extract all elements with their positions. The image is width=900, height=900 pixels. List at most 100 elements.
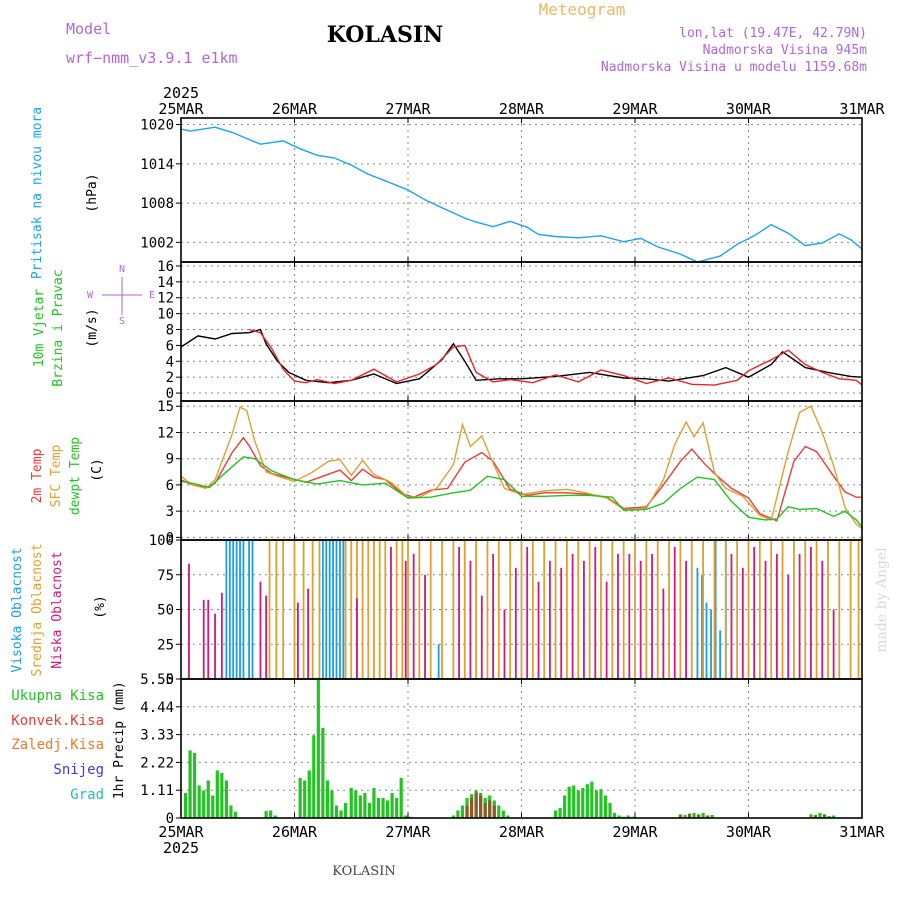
bar-3-1 (857, 540, 860, 679)
bar-4-0 (188, 750, 192, 818)
y-tick-label: 5.55 (140, 672, 174, 688)
temp-unit: (C) (90, 458, 105, 481)
bar-4-1 (465, 805, 469, 818)
bar-3-2 (628, 553, 631, 679)
series-line-2-1 (180, 405, 863, 530)
top-date-label: 31MAR (839, 100, 885, 118)
bar-3-2 (639, 560, 642, 679)
bar-4-0 (451, 815, 455, 818)
bar-3-1 (600, 540, 602, 679)
bar-4-0 (567, 786, 571, 818)
bar-3-2 (798, 553, 801, 679)
y-tick-label: 3.33 (140, 728, 174, 744)
bar-3-2 (548, 560, 551, 679)
y-tick-label: 10 (157, 307, 174, 323)
bar-3-1 (384, 540, 387, 679)
bar-3-1 (452, 540, 455, 679)
bar-3-0 (339, 540, 341, 679)
bar-4-0 (269, 810, 273, 818)
precip-label: 1hr Precip (112, 721, 127, 799)
bar-3-1 (429, 540, 432, 679)
bar-3-1 (293, 540, 296, 679)
bar-3-1 (645, 540, 648, 679)
cloud-unit: (%) (93, 595, 108, 618)
precip-unit: (mm) (112, 681, 127, 712)
bar-3-1 (367, 540, 370, 679)
compass-w: W (87, 290, 94, 301)
bottom-date-labels: 25MAR 26MAR 27MAR 28MAR 29MAR 30MAR 31MAR (158, 823, 885, 841)
wind-label-1: 10m Vjetar (32, 289, 47, 367)
bottom-date-label: 27MAR (385, 823, 431, 841)
bar-3-2 (514, 567, 517, 679)
model-label: Model (66, 20, 111, 38)
y-tick-label: 14 (157, 275, 174, 291)
bar-4-0 (376, 797, 381, 818)
bar-3-0 (325, 540, 328, 679)
panel-4: 0 1.11 2.22 3.33 4.44 5.55 (140, 672, 863, 827)
bar-4-0 (339, 810, 343, 818)
bar-3-2 (412, 553, 415, 679)
bar-3-1 (690, 540, 693, 679)
y-tick-label: 75 (157, 568, 174, 584)
bar-3-2 (594, 546, 597, 679)
y-tick-label: 1020 (140, 118, 174, 134)
bar-3-1 (793, 540, 795, 679)
bar-3-1 (268, 540, 271, 679)
bar-4-0 (307, 770, 311, 818)
y-tick-label: 4 (166, 354, 174, 370)
bar-3-0 (710, 609, 712, 679)
bar-4-0 (381, 797, 385, 818)
bar-4-1 (813, 815, 818, 818)
panel-frame (180, 678, 863, 819)
bar-4-0 (818, 812, 822, 818)
bar-3-2 (764, 560, 767, 679)
bottom-date-label: 29MAR (612, 823, 658, 841)
bar-3-0 (225, 540, 228, 679)
bar-3-2 (775, 553, 778, 679)
bar-3-1 (679, 540, 682, 679)
bar-4-1 (488, 800, 492, 818)
bar-3-1 (520, 540, 523, 679)
y-tick-label: 1002 (140, 235, 174, 251)
temp-label-2m: 2m Temp (30, 448, 45, 503)
bar-3-1 (588, 540, 591, 679)
bar-3-0 (342, 540, 345, 679)
wind-direction-legend: N E S W (87, 264, 155, 327)
bar-4-1 (678, 815, 682, 818)
bar-4-0 (599, 789, 603, 818)
y-tick-label: 0 (166, 530, 174, 546)
y-tick-label: 16 (157, 259, 174, 275)
bar-4-0 (594, 790, 599, 818)
y-tick-label: 0 (166, 386, 174, 402)
y-tick-label: 100 (149, 533, 174, 549)
bar-4-1 (492, 805, 496, 818)
bar-3-1 (463, 540, 466, 679)
bar-4-1 (696, 814, 701, 818)
model-elevation-label: Nadmorska Visina u modelu 1159.68m (601, 60, 867, 75)
location-title: KOLASIN (327, 22, 444, 48)
bar-4-0 (390, 792, 394, 818)
bar-3-2 (571, 553, 574, 679)
bar-3-2 (259, 581, 262, 679)
bar-3-2 (651, 553, 653, 679)
bar-4-0 (343, 802, 348, 818)
precip-legend: Ukupna Kisa Konvek.Kisa Zaledj.Kisa Snij… (11, 688, 104, 803)
bar-3-1 (275, 540, 278, 679)
bar-3-1 (543, 540, 546, 679)
bar-4-0 (832, 815, 836, 818)
top-date-label: 27MAR (385, 100, 431, 118)
bar-4-0 (193, 752, 197, 818)
bar-3-1 (622, 540, 625, 679)
bar-3-1 (577, 540, 580, 679)
bar-3-1 (566, 540, 568, 679)
cloud-label-mid: Srednja Oblacnost (30, 543, 45, 676)
bar-4-0 (506, 815, 510, 818)
temp-label-dewpt: dewpt Temp (68, 437, 83, 515)
y-tick-label: 2.22 (140, 755, 174, 771)
bar-3-1 (781, 540, 784, 679)
bar-4-0 (183, 792, 188, 818)
bar-3-1 (373, 540, 375, 679)
y-tick-label: 1014 (140, 157, 174, 173)
bar-3-1 (302, 540, 305, 679)
